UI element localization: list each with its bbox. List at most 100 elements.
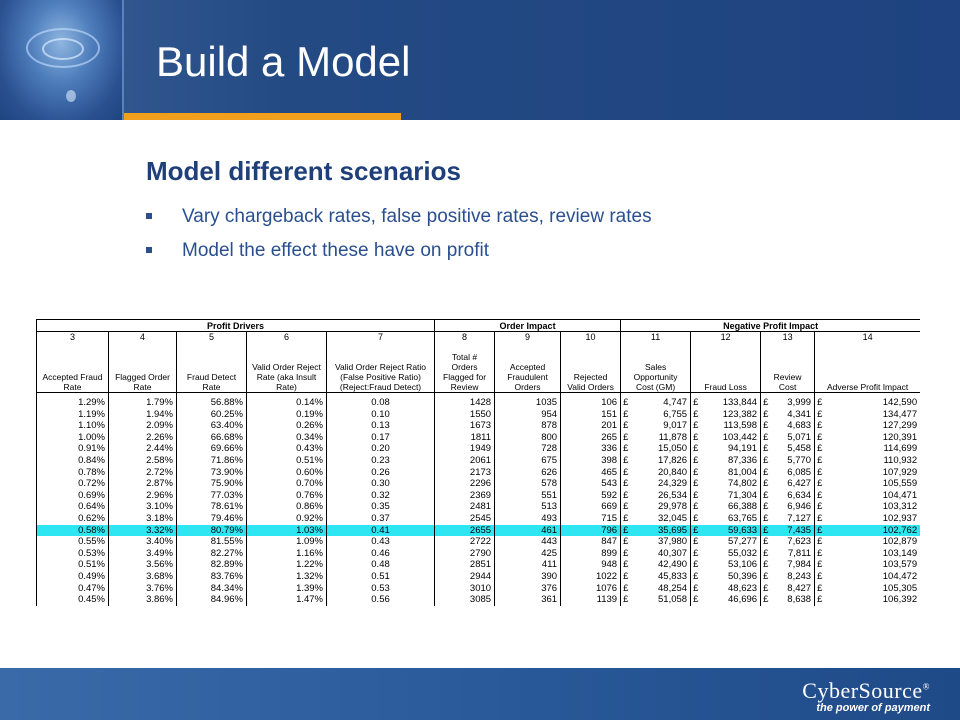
table-row: 0.53% 3.49% 82.27% 1.16% 0.46 2790 425 899 £40,3… [36,547,920,560]
currency-symbol: £ [620,431,633,444]
table-row: 1.29% 1.79% 56.88% 0.14% 0.08 1428 1035 106 £4,7… [36,397,920,409]
table-cell: 103,579 [826,559,920,571]
table-cell: 715 [560,512,621,525]
table-cell: 32,045 [658,512,688,524]
currency-symbol: £ [814,570,827,583]
table-row: 0.45% 3.86% 84.96% 1.47% 0.56 3085 361 1139 £51,… [36,594,920,606]
table-cell: 0.69% [36,489,109,502]
spacer-cell [814,392,920,397]
table-cell: 1.32% [246,570,327,583]
table-cell: 2655 [434,524,495,537]
table-cell: 81.55% [176,536,247,548]
table-cell: 3,999 [787,397,812,408]
currency-symbol: £ [690,466,703,479]
table-cell: 94,191 [728,443,758,455]
currency-symbol: £ [690,536,703,548]
table-row: 0.64% 3.10% 78.61% 0.86% 0.35 2481 513 669 £29,9… [36,501,920,513]
table-cell: 0.91% [36,443,109,455]
table-cell: 48,254 [658,582,688,594]
table-cell: 0.17 [325,431,435,444]
currency-symbol: £ [814,420,827,432]
currency-symbol: £ [760,431,773,444]
table-cell: 1.10% [36,420,109,432]
table-cell: 1076 [560,582,621,595]
table-cell: 8,243 [787,570,812,582]
currency-symbol: £ [760,594,773,606]
table-cell: 0.41 [325,524,435,537]
currency-symbol: £ [620,582,633,595]
column-header: Valid Order Reject Rate (aka Insult Rate… [246,342,327,393]
spacer-cell [620,392,691,397]
currency-symbol: £ [690,478,703,490]
table-row: 0.49% 3.68% 83.76% 1.32% 0.51 2944 390 1022 £45,… [36,570,920,583]
table-cell: 796 [560,524,621,537]
column-number: 7 [325,331,435,342]
column-header: Flagged Order Rate [108,342,177,393]
table-cell: 84.34% [176,582,247,595]
column-number: 13 [760,331,815,342]
table-cell: 2.87% [108,478,177,490]
slide-header [0,0,960,120]
table-cell: 102,762 [826,524,920,537]
currency-symbol: £ [620,536,633,548]
table-row: 0.51% 3.56% 82.89% 1.22% 0.48 2851 411 948 £42,4… [36,559,920,571]
table-cell: 8,427 [787,582,812,594]
table-cell: 82.27% [176,547,247,560]
spacer-cell [760,392,815,397]
currency-symbol: £ [620,489,633,502]
currency-symbol: £ [620,443,633,455]
table-cell: 71.86% [176,454,247,467]
model-table-container: Profit Drivers Order Impact Negative Profi… [36,319,920,641]
table-cell: 20,840 [658,466,688,478]
group-header-row: Profit Drivers Order Impact Negative Profi… [36,319,920,332]
column-header: Adverse Profit Impact [814,342,920,393]
currency-symbol: £ [814,408,827,421]
table-cell: 3.18% [108,512,177,525]
currency-symbol: £ [690,501,703,513]
table-cell: 0.51% [36,559,109,571]
table-cell: 0.84% [36,454,109,467]
table-cell: 1.22% [246,559,327,571]
table-cell: 84.96% [176,594,247,606]
bullet-square-icon [146,213,152,219]
table-cell: 411 [494,559,561,571]
table-cell: 425 [494,547,561,560]
table-cell: 46,696 [728,594,758,606]
ripple-ring-inner [42,38,84,60]
table-cell: 0.10 [325,408,435,421]
currency-symbol: £ [814,397,827,409]
droplet-icon [66,90,76,102]
bullet-square-icon [146,247,152,253]
table-cell: 123,382 [722,408,758,420]
currency-symbol: £ [620,466,633,479]
currency-symbol: £ [760,536,773,548]
column-header: Valid Order Reject Ratio (False Positive… [325,342,435,393]
table-cell: 7,811 [788,547,812,559]
table-cell: 728 [494,443,561,455]
table-cell: 3.68% [108,570,177,583]
table-cell: 53,106 [728,559,758,571]
currency-symbol: £ [620,594,633,606]
table-spacer-row [36,392,920,397]
table-cell: 105,559 [826,478,920,490]
table-cell: 6,946 [787,501,812,513]
table-cell: 3.86% [108,594,177,606]
currency-symbol: £ [690,547,703,560]
currency-symbol: £ [814,559,827,571]
table-cell: 1949 [434,443,495,455]
table-cell: 102,879 [826,536,920,548]
table-cell: 1.16% [246,547,327,560]
table-cell: 7,984 [787,559,812,571]
currency-symbol: £ [760,420,773,432]
table-cell: 103,149 [826,547,920,560]
table-cell: 0.14% [246,397,327,409]
table-cell: 513 [494,501,561,513]
currency-symbol: £ [760,466,773,479]
table-cell: 1139 [560,594,621,606]
spacer-cell [246,392,327,397]
table-row: 0.62% 3.18% 79.46% 0.92% 0.37 2545 493 715 £32,0… [36,512,920,525]
logo-mark: ® [922,681,930,692]
table-cell: 1811 [434,431,495,444]
table-cell: 48,623 [728,582,758,594]
table-cell: 106 [560,397,621,409]
